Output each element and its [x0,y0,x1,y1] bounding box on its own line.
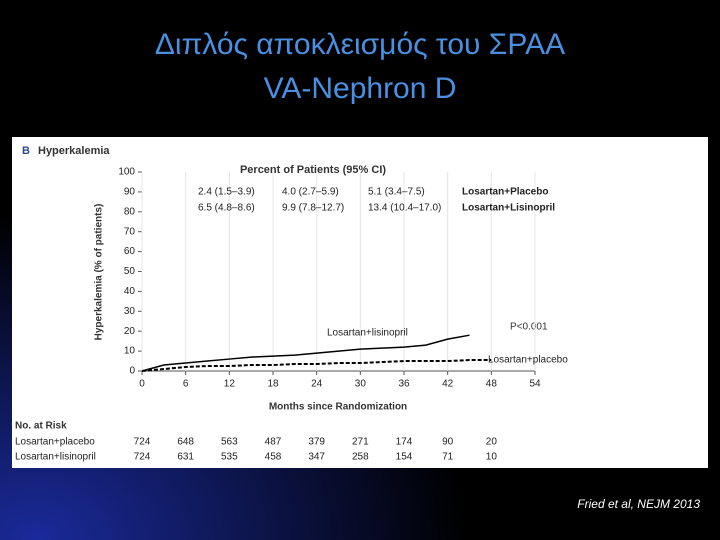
x-tick-label: 18 [267,379,279,390]
citation: Fried et al, NEJM 2013 [577,497,700,511]
x-tick-label: 12 [224,379,236,390]
ci-cell: 6.5 (4.8–8.6) [198,203,255,214]
risk-value: 724 [134,452,151,463]
x-tick-label: 42 [442,379,454,390]
x-tick-label: 48 [486,379,498,390]
y-tick-label: 100 [118,167,135,178]
x-tick-label: 24 [311,379,323,390]
ci-cell: 4.0 (2.7–5.9) [282,187,339,198]
y-tick-label: 30 [124,306,136,317]
slide-title: Διπλός αποκλεισμός του ΣΡΑΑ [155,28,565,61]
y-tick-label: 0 [129,366,135,377]
x-tick-label: 0 [139,379,145,390]
y-axis-label: Hyperkalemia (% of patients) [94,204,105,341]
risk-value: 10 [486,452,498,463]
ci-cell: 13.4 (10.4–17.0) [368,203,441,214]
risk-value: 90 [442,437,454,448]
risk-value: 20 [486,437,498,448]
series-label: Losartan+lisinopril [327,328,408,339]
risk-value: 648 [177,437,194,448]
x-axis-label: Months since Randomization [269,402,407,413]
risk-value: 379 [308,437,325,448]
risk-value: 271 [352,437,369,448]
risk-table-title: No. at Risk [15,421,67,432]
ci-cell: 2.4 (1.5–3.9) [198,187,255,198]
slide-subtitle: VA-Nephron D [264,72,457,105]
x-tick-label: 36 [398,379,410,390]
risk-value: 458 [265,452,282,463]
risk-value: 487 [265,437,282,448]
risk-value: 535 [221,452,238,463]
y-tick-label: 80 [124,206,136,217]
ci-cell: 9.9 (7.8–12.7) [282,203,344,214]
series-line [141,334,470,372]
risk-value: 258 [352,452,369,463]
y-tick-label: 10 [124,346,136,357]
panel-label: B [22,145,30,157]
risk-row-name: Losartan+lisinopril [15,452,96,463]
y-tick-label: 40 [124,286,136,297]
risk-row-name: Losartan+placebo [15,437,95,448]
chart-title: Hyperkalemia [38,145,110,157]
risk-value: 724 [134,437,151,448]
y-tick-label: 90 [124,187,136,198]
series-label: Losartan+placebo [488,355,568,366]
risk-value: 563 [221,437,238,448]
risk-value: 71 [442,452,454,463]
risk-value: 631 [177,452,194,463]
risk-value: 174 [396,437,413,448]
x-tick-label: 30 [355,379,367,390]
y-tick-label: 50 [124,266,136,277]
annotation: P<0.001 [510,322,548,333]
ci-row-name: Losartan+Lisinopril [462,203,555,214]
series-line [141,359,492,372]
risk-value: 154 [396,452,413,463]
y-tick-label: 60 [124,246,136,257]
x-tick-label: 6 [183,379,189,390]
ci-row-name: Losartan+Placebo [462,187,548,198]
y-tick-label: 70 [124,226,136,237]
risk-value: 347 [308,452,325,463]
ci-table-title: Percent of Patients (95% CI) [240,164,386,176]
x-tick-label: 54 [529,379,541,390]
y-tick-label: 20 [124,326,136,337]
ci-cell: 5.1 (3.4–7.5) [368,187,425,198]
